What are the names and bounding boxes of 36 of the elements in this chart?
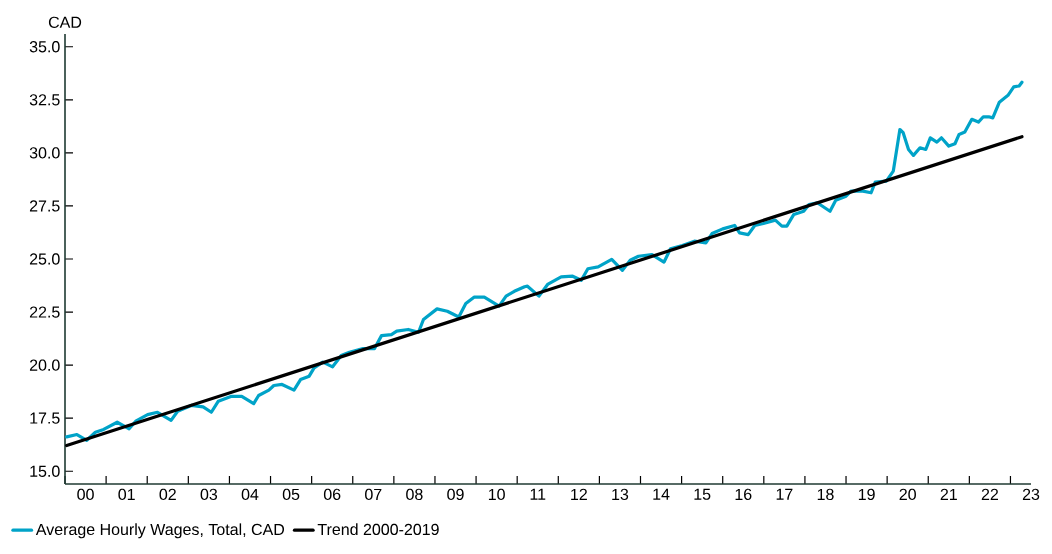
y-tick-label: 22.5 (29, 306, 60, 318)
x-tick-label: 06 (323, 488, 341, 501)
y-tick-label: 30.0 (29, 147, 60, 159)
x-tick-label: 17 (776, 488, 793, 500)
y-tick-label: 25.0 (29, 253, 60, 265)
x-tick-label: 03 (200, 488, 218, 501)
x-tick-label: 12 (571, 488, 587, 500)
x-tick-label: 20 (899, 488, 916, 501)
y-tick-label: 32.5 (29, 94, 60, 106)
x-tick-label: 08 (406, 488, 423, 501)
x-tick-label: 15 (694, 488, 711, 500)
x-tick-label: 14 (653, 488, 670, 500)
x-tick-label: 19 (858, 488, 875, 501)
x-tick-label: 21 (940, 488, 957, 500)
x-tick-label: 18 (817, 488, 834, 501)
x-tick-label: 07 (365, 488, 382, 501)
y-axis-title: CAD (48, 16, 82, 28)
x-tick-label: 13 (612, 488, 629, 501)
x-tick-label: 22 (981, 488, 998, 500)
x-tick-label: 09 (447, 488, 464, 501)
y-tick-label: 35.0 (29, 41, 60, 53)
x-tick-label: 16 (735, 488, 752, 501)
y-tick-label: 27.5 (29, 200, 60, 212)
x-tick-label: 10 (488, 488, 505, 501)
x-tick-label: 04 (241, 488, 259, 501)
y-tick-label: 17.5 (30, 412, 60, 424)
legend-label: Average Hourly Wages, Total, CAD (35, 523, 285, 539)
x-tick-label: 23 (1022, 488, 1040, 501)
legend-label: Trend 2000-2019 (317, 523, 439, 536)
x-tick-label: 05 (282, 488, 300, 501)
y-tick-label: 20.0 (29, 359, 60, 371)
x-tick-label: 02 (159, 488, 176, 501)
x-tick-label: 11 (530, 488, 546, 500)
y-tick-label: 15.0 (30, 465, 60, 477)
x-tick-label: 01 (118, 488, 135, 501)
x-tick-label: 00 (77, 488, 94, 501)
